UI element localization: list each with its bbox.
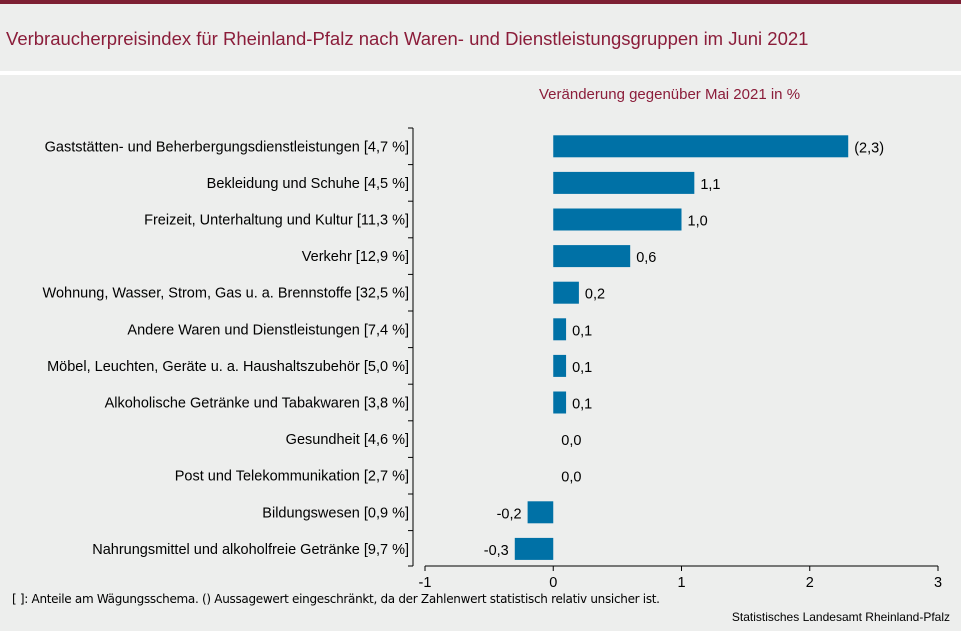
chart-subtitle: Veränderung gegenüber Mai 2021 in % [539,86,801,103]
category-label: Gaststätten- und Beherbergungsdienstleis… [45,139,409,155]
data-label: 0,0 [561,470,581,486]
category-label: Bekleidung und Schuhe [4,5 %] [207,176,409,192]
bar [514,537,554,560]
bar [553,208,682,231]
x-tick-label: 0 [549,575,557,591]
x-tick-label: 2 [806,575,814,591]
source-note: Statistisches Landesamt Rheinland-Pfalz [731,610,950,624]
data-label: 0,1 [572,360,592,376]
category-label: Verkehr [12,9 %] [302,249,409,265]
bar [553,354,567,377]
bar [553,135,849,158]
data-label: 1,1 [700,177,720,193]
category-label: Nahrungsmittel und alkoholfreie Getränke… [92,542,409,558]
data-label: 0,6 [636,250,656,266]
page-title: Verbraucherpreisindex für Rheinland-Pfal… [6,28,809,49]
data-label: 0,0 [561,433,581,449]
category-label: Möbel, Leuchten, Geräte u. a. Haushaltsz… [47,359,409,375]
bar [553,171,695,194]
title-separator [0,71,961,75]
data-label: (2,3) [854,140,884,156]
category-label: Bildungswesen [0,9 %] [262,505,409,521]
category-label: Andere Waren und Dienstleistungen [7,4 %… [127,322,409,338]
data-label: -0,2 [497,506,522,522]
bar [553,318,567,341]
x-tick-label: -1 [419,575,432,591]
category-label: Gesundheit [4,6 %] [286,432,409,448]
category-label: Post und Telekommunikation [2,7 %] [175,469,409,485]
footnote: [ ]: Anteile am Wägungsschema. () Aussag… [12,592,660,606]
bar [553,391,567,414]
data-label: 0,2 [585,287,605,303]
category-label: Freizeit, Unterhaltung und Kultur [11,3 … [144,213,409,229]
category-label: Wohnung, Wasser, Strom, Gas u. a. Brenns… [43,286,409,302]
data-label: 1,0 [688,214,708,230]
bar [553,245,631,268]
data-label: -0,3 [484,543,509,559]
bar [553,281,579,304]
top-rule [0,0,961,4]
x-tick-label: 3 [934,575,942,591]
bar [527,501,554,524]
data-label: 0,1 [572,323,592,339]
data-label: 0,1 [572,397,592,413]
category-label: Alkoholische Getränke und Tabakwaren [3,… [105,396,409,412]
x-tick-label: 1 [677,575,685,591]
